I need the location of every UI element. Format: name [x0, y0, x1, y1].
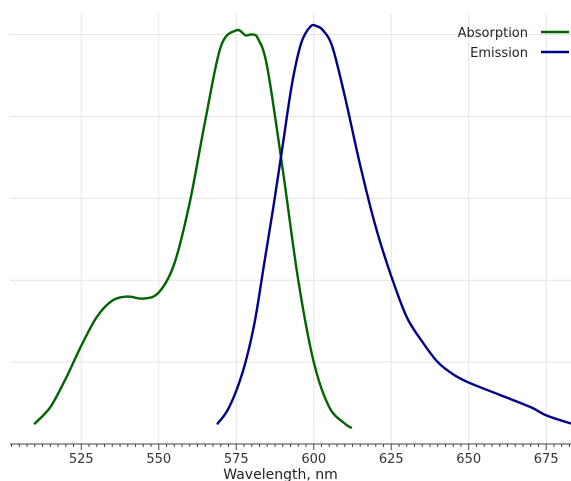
x-tick-label: 600	[301, 452, 326, 467]
series-line-absorption	[33, 28, 353, 429]
x-tick-label: 675	[534, 452, 559, 467]
series-line-emission	[216, 23, 571, 425]
grid	[10, 14, 571, 444]
legend: Absorption Emission	[458, 26, 569, 61]
x-axis-title: Wavelength, nm	[223, 467, 337, 481]
x-tick-label: 650	[456, 452, 481, 467]
x-axis: 525 550 575 600 625 650 675	[10, 443, 571, 467]
x-tick-label: 525	[69, 452, 94, 467]
x-tick-label: 625	[379, 452, 404, 467]
x-tick-label: 575	[224, 452, 249, 467]
x-tick-label: 550	[146, 452, 171, 467]
legend-label-emission: Emission	[470, 46, 528, 61]
plot-area	[33, 23, 571, 429]
legend-label-absorption: Absorption	[458, 26, 528, 41]
